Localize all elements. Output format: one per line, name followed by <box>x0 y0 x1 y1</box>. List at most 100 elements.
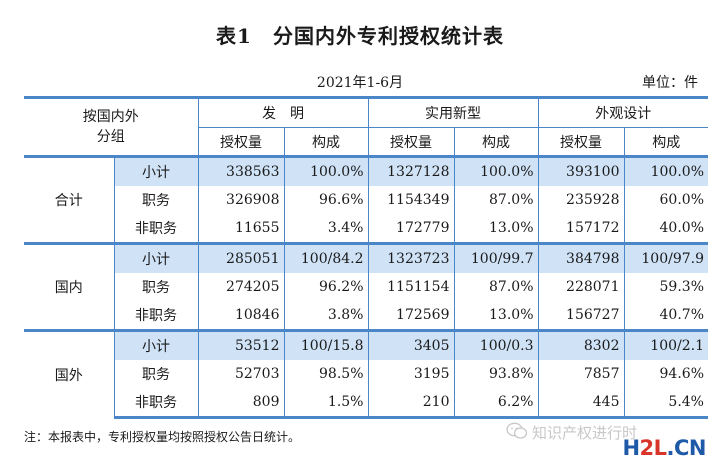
cell-share: 93.8% <box>453 359 538 389</box>
cell-share: 100/84.2 <box>283 242 368 273</box>
metric-header-share: 构成 <box>283 127 368 157</box>
category-header-utility-model: 实用新型 <box>367 96 538 128</box>
category-header-design: 外观设计 <box>537 96 708 128</box>
cell-share: 1.5% <box>283 388 368 419</box>
row-label: 职务 <box>113 185 198 215</box>
category-header-invention: 发 明 <box>197 96 368 128</box>
header-row-categories: 按国内外 分组 发 明 实用新型 外观设计 <box>24 96 708 157</box>
cell-share: 100.0% <box>623 155 708 186</box>
cell-share: 96.6% <box>283 185 368 215</box>
metric-header-share: 构成 <box>623 127 708 157</box>
cell-share: 6.2% <box>453 388 538 419</box>
cell-grant-count: 156727 <box>537 301 624 331</box>
cell-grant-count: 172779 <box>367 214 454 244</box>
cell-share: 13.0% <box>453 301 538 331</box>
watermark-brand-2l: 2L <box>639 436 668 460</box>
cell-grant-count: 8302 <box>537 329 624 360</box>
cell-grant-count: 3405 <box>367 329 454 360</box>
watermark-brand-cn: .CN <box>666 436 707 460</box>
group-label: 合计 <box>24 155 114 244</box>
cell-share: 13.0% <box>453 214 538 244</box>
cell-share: 100/0.3 <box>453 329 538 360</box>
cell-grant-count: 445 <box>537 388 624 419</box>
table-row: 合计 小计 338563 100.0% 1327128 100.0% 393100 100.0… <box>24 155 708 244</box>
cell-share: 100/2.1 <box>623 329 708 360</box>
cell-share: 3.8% <box>283 301 368 331</box>
cell-share: 3.4% <box>283 214 368 244</box>
cell-share: 40.7% <box>623 301 708 331</box>
watermark-text: 知识产权进行时 <box>532 424 638 442</box>
metric-header-share: 构成 <box>453 127 538 157</box>
metric-header-count: 授权量 <box>197 127 284 157</box>
cell-share: 96.2% <box>283 272 368 302</box>
cell-grant-count: 274205 <box>197 272 284 302</box>
table-row: 国内 小计 285051 100/84.2 1323723 100/99.7 384798 1… <box>24 242 708 331</box>
cell-grant-count: 53512 <box>197 329 284 360</box>
cell-share: 100/99.7 <box>453 242 538 273</box>
cell-grant-count: 3195 <box>367 359 454 389</box>
table-row: 非职务 809 1.5% 210 6.2% 445 5.4% <box>24 388 708 419</box>
cell-share: 60.0% <box>623 185 708 215</box>
row-label: 职务 <box>113 272 198 302</box>
table-title: 表1 分国内外专利授权统计表 <box>216 24 504 48</box>
row-group-header-line2: 分组 <box>96 129 125 145</box>
table-unit: 单位：件 <box>642 75 698 91</box>
cell-grant-count: 384798 <box>537 242 624 273</box>
cell-grant-count: 7857 <box>537 359 624 389</box>
header-row-metrics: 授权量 构成 授权量 构成 授权量 构成 <box>24 127 708 157</box>
cell-grant-count: 1154349 <box>367 185 454 215</box>
cell-grant-count: 1323723 <box>367 242 454 273</box>
cell-grant-count: 393100 <box>537 155 624 186</box>
table-row: 国外 小计 53512 100/15.8 3405 100/0.3 8302 100/2.1 <box>24 329 708 418</box>
table-period: 2021年1-6月 <box>316 75 404 91</box>
cell-grant-count: 285051 <box>197 242 284 273</box>
cell-grant-count: 228071 <box>537 272 624 302</box>
table-row: 非职务 11655 3.4% 172779 13.0% 157172 40.0% <box>24 214 708 244</box>
cell-grant-count: 172569 <box>367 301 454 331</box>
cell-grant-count: 235928 <box>537 185 624 215</box>
watermark-brand: H2L.CN <box>622 436 706 460</box>
group-label: 国外 <box>24 329 114 418</box>
cell-share: 98.5% <box>283 359 368 389</box>
row-label: 小计 <box>113 329 198 360</box>
cell-grant-count: 1327128 <box>367 155 454 186</box>
cell-grant-count: 338563 <box>197 155 284 186</box>
row-label: 非职务 <box>113 388 198 419</box>
cell-share: 5.4% <box>623 388 708 419</box>
cell-share: 100.0% <box>283 155 368 186</box>
cell-grant-count: 10846 <box>197 301 284 331</box>
row-label: 职务 <box>113 359 198 389</box>
watermark-brand-h: H <box>622 436 640 460</box>
cell-grant-count: 210 <box>367 388 454 419</box>
cell-grant-count: 52703 <box>197 359 284 389</box>
cell-share: 100/97.9 <box>623 242 708 273</box>
table-row: 职务 326908 96.6% 1154349 87.0% 235928 60.0% <box>24 185 708 215</box>
table-row: 职务 274205 96.2% 1151154 87.0% 228071 59.3% <box>24 272 708 302</box>
cell-grant-count: 1151154 <box>367 272 454 302</box>
cell-share: 100.0% <box>453 155 538 186</box>
metric-header-count: 授权量 <box>367 127 454 157</box>
cell-grant-count: 157172 <box>537 214 624 244</box>
table-row: 职务 52703 98.5% 3195 93.8% 7857 94.6% <box>24 359 708 389</box>
cell-share: 40.0% <box>623 214 708 244</box>
row-group-header-line1: 按国内外 <box>82 109 139 125</box>
group-label: 国内 <box>24 242 114 331</box>
table-row: 非职务 10846 3.8% 172569 13.0% 156727 40.7% <box>24 301 708 331</box>
row-label: 非职务 <box>113 214 198 244</box>
row-label: 小计 <box>113 155 198 186</box>
row-label: 小计 <box>113 242 198 273</box>
cell-grant-count: 809 <box>197 388 284 419</box>
cell-share: 100/15.8 <box>283 329 368 360</box>
watermark: 知识产权进行时 H2L.CN <box>506 420 707 460</box>
row-label: 非职务 <box>113 301 198 331</box>
wechat-icon <box>506 422 528 439</box>
metric-header-count: 授权量 <box>537 127 624 157</box>
row-group-header: 按国内外 分组 <box>24 96 198 157</box>
cell-share: 59.3% <box>623 272 708 302</box>
table-footnote: 注：本报表中，专利授权量均按照授权公告日统计。 <box>24 430 301 444</box>
cell-grant-count: 326908 <box>197 185 284 215</box>
cell-share: 87.0% <box>453 272 538 302</box>
cell-share: 94.6% <box>623 359 708 389</box>
patent-grant-table: 按国内外 分组 发 明 实用新型 外观设计 授权量 构成 授权量 构成 授权量 … <box>24 96 708 419</box>
